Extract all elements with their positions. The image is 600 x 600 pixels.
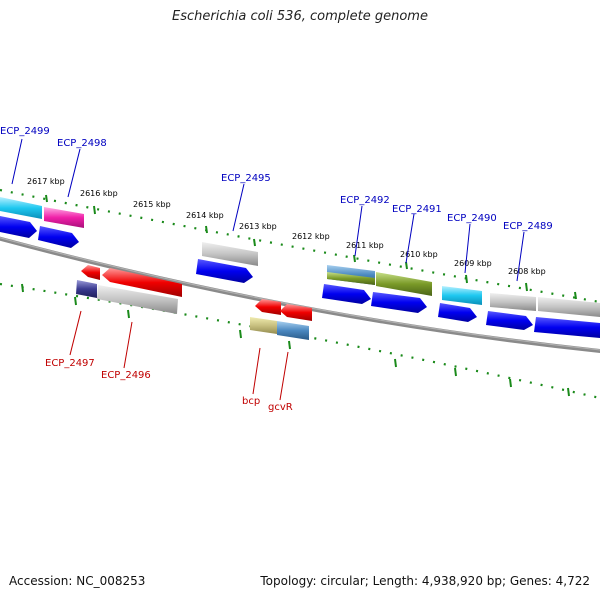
gene-arrow[interactable] (322, 284, 371, 304)
gene-arrow[interactable] (438, 303, 477, 322)
kbp-label: 2610 kbp (400, 250, 438, 259)
outer-feature-row (0, 197, 600, 317)
forward-gene-arrows (0, 216, 600, 338)
gene-arrow[interactable] (38, 226, 79, 248)
gene-arrow[interactable] (534, 317, 600, 338)
gene-arrow[interactable] (76, 280, 97, 298)
gene-arrow[interactable] (255, 299, 281, 315)
gene-arrow[interactable] (486, 311, 533, 330)
gene-arrow[interactable] (102, 268, 182, 297)
gene-labels: ECP_2499 ECP_2498 ECP_2495 ECP_2492 ECP_… (0, 126, 553, 413)
gene-label[interactable]: ECP_2491 (392, 204, 442, 215)
gene-arrow[interactable] (0, 197, 42, 219)
inner-feature-row (76, 280, 309, 340)
top-major-ticks (45, 194, 577, 300)
gene-label[interactable]: ECP_2492 (340, 195, 390, 206)
gene-arrow[interactable] (376, 272, 432, 296)
kbp-label: 2617 kbp (27, 177, 65, 186)
kbp-label: 2611 kbp (346, 241, 384, 250)
reverse-gene-arrows (81, 265, 312, 321)
gene-arrow[interactable] (490, 293, 536, 311)
gene-arrow[interactable] (250, 317, 277, 334)
gene-label[interactable]: bcp (242, 396, 260, 407)
gene-arrow[interactable] (196, 259, 253, 283)
gene-arrow[interactable] (97, 285, 178, 314)
gene-arrow[interactable] (371, 292, 427, 313)
gene-label[interactable]: ECP_2496 (101, 370, 151, 381)
bottom-major-ticks (21, 283, 570, 397)
kbp-label: 2608 kbp (508, 267, 546, 276)
kbp-label: 2613 kbp (239, 222, 277, 231)
accession-text: Accession: NC_008253 (9, 574, 146, 588)
figure-title: Escherichia coli 536, complete genome (172, 9, 428, 24)
kbp-scale-labels: 2617 kbp 2616 kbp 2615 kbp 2614 kbp 2613… (27, 177, 546, 276)
genome-backbone-highlight (0, 237, 600, 351)
label-leader-lines (11, 138, 525, 401)
gene-arrow[interactable] (280, 304, 312, 321)
gene-label[interactable]: ECP_2498 (57, 138, 107, 149)
gene-arrow[interactable] (277, 321, 309, 340)
kbp-label: 2614 kbp (186, 211, 224, 220)
kbp-label: 2616 kbp (80, 189, 118, 198)
gene-arrow[interactable] (327, 272, 375, 285)
topology-stats-text: Topology: circular; Length: 4,938,920 bp… (260, 574, 590, 588)
gene-label[interactable]: ECP_2499 (0, 126, 50, 137)
gene-label[interactable]: ECP_2495 (221, 173, 271, 184)
gene-arrow[interactable] (538, 297, 600, 317)
gene-arrow[interactable] (44, 207, 84, 228)
bottom-tick-ring (0, 282, 600, 400)
gene-arrow[interactable] (202, 242, 258, 266)
kbp-label: 2612 kbp (292, 232, 330, 241)
kbp-label: 2609 kbp (454, 259, 492, 268)
gene-label[interactable]: ECP_2497 (45, 358, 95, 369)
gene-arrow[interactable] (442, 286, 482, 305)
kbp-label: 2615 kbp (133, 200, 171, 209)
gene-label[interactable]: ECP_2490 (447, 213, 497, 224)
gene-arrow[interactable] (81, 265, 100, 280)
gene-label[interactable]: ECP_2489 (503, 221, 553, 232)
gene-label[interactable]: gcvR (268, 402, 293, 413)
gene-arrow[interactable] (0, 216, 37, 238)
top-tick-ring (0, 188, 600, 304)
